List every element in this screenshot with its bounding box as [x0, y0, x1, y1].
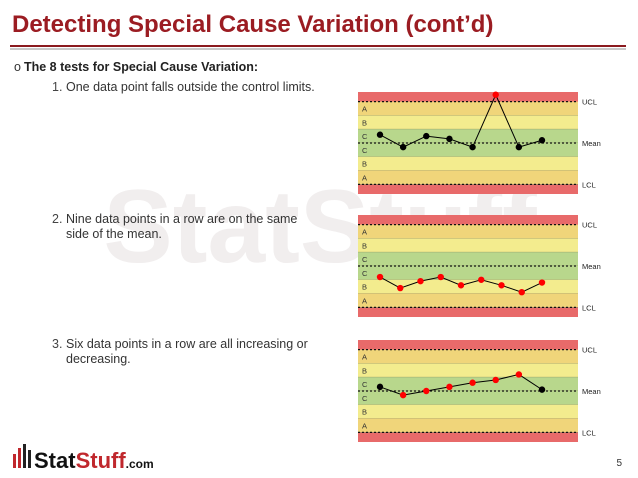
zone	[358, 418, 578, 433]
zone-label: C	[362, 132, 368, 141]
data-point	[538, 279, 546, 286]
logo-stat: Stat	[34, 448, 76, 473]
intro: o The 8 tests for Special Cause Variation…	[14, 60, 258, 75]
zone	[358, 252, 578, 266]
data-point	[397, 284, 404, 292]
data-point	[423, 132, 430, 140]
zone-label: A	[362, 421, 367, 430]
page-number: 5	[616, 458, 622, 469]
data-point	[538, 386, 546, 393]
zone-label: B	[362, 408, 367, 417]
zone-label: C	[362, 394, 368, 403]
zone	[358, 293, 578, 308]
zone-label: A	[362, 173, 367, 182]
item-text: One data point falls outside the control…	[66, 80, 315, 94]
zone-label: A	[362, 228, 367, 237]
zone-label: C	[362, 146, 368, 155]
zone-label: B	[362, 160, 367, 169]
logo-icon	[13, 444, 31, 468]
zone-label: B	[362, 241, 367, 250]
zone-label: C	[362, 380, 368, 389]
item-number: 3.	[52, 337, 63, 351]
zone-label: B	[362, 118, 367, 127]
zone	[358, 377, 578, 391]
logo: StatStuff.com	[34, 448, 154, 473]
data-point	[538, 137, 546, 144]
data-point	[518, 288, 525, 296]
logo-stuff: Stuff	[76, 448, 127, 473]
intro-text: The 8 tests for Special Cause Variation:	[23, 60, 259, 74]
data-point	[492, 91, 499, 98]
data-point	[492, 376, 499, 384]
data-point	[399, 391, 407, 399]
zone	[358, 363, 578, 378]
zone	[358, 404, 578, 419]
item-number: 1.	[52, 80, 63, 94]
zone	[358, 224, 578, 239]
limit-label: LCL	[582, 428, 596, 437]
zone-label: C	[362, 269, 368, 278]
data-point	[498, 282, 505, 289]
logo-com: .com	[126, 457, 154, 471]
data-point	[515, 371, 523, 378]
data-point	[446, 135, 453, 143]
series-line	[379, 373, 543, 396]
limit-label: UCL	[582, 221, 597, 230]
data-point	[376, 131, 384, 138]
limit-label: UCL	[582, 346, 597, 355]
data-point	[446, 383, 453, 391]
zone-label: A	[362, 105, 367, 114]
item-number: 2.	[52, 212, 63, 226]
limit-label: LCL	[582, 303, 596, 312]
limit-label: UCL	[582, 98, 597, 107]
data-point	[376, 383, 384, 391]
item-text: Nine data points in a row are on the sam…	[66, 212, 298, 241]
series-line	[379, 93, 543, 148]
limit-label: LCL	[582, 180, 596, 189]
zone	[358, 170, 578, 185]
zone	[358, 101, 578, 116]
slide-title: Detecting Special Cause Variation (cont’…	[12, 11, 493, 38]
zone	[358, 129, 578, 143]
data-point	[469, 143, 476, 151]
zone	[358, 156, 578, 171]
data-point	[423, 387, 430, 395]
limit-label: Mean	[582, 262, 601, 271]
data-point	[515, 143, 523, 151]
zone	[358, 266, 578, 280]
bullet: o	[14, 60, 21, 74]
item-text: Six data points in a row are all increas…	[66, 337, 308, 366]
zone	[358, 349, 578, 364]
data-point	[457, 282, 465, 289]
data-point	[437, 273, 444, 281]
data-point	[469, 379, 476, 386]
zone-label: C	[362, 255, 368, 264]
limit-label: Mean	[582, 139, 601, 148]
data-point	[417, 277, 424, 285]
zone-label: A	[362, 353, 367, 362]
zone	[358, 143, 578, 157]
zone-label: B	[362, 366, 367, 375]
zone	[358, 391, 578, 405]
limit-label: Mean	[582, 387, 601, 396]
zone	[358, 238, 578, 253]
zone	[358, 115, 578, 130]
zone-label: A	[362, 296, 367, 305]
data-point	[376, 273, 384, 281]
data-point	[399, 143, 407, 151]
data-point	[478, 276, 485, 283]
zone-label: B	[362, 283, 367, 292]
